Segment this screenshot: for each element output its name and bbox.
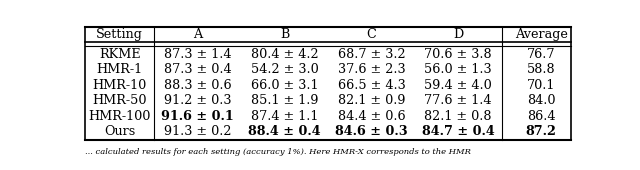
Text: ... calculated results for each setting (accuracy 1%). Here HMR-X corresponds to: ... calculated results for each setting … <box>85 148 471 156</box>
Text: 84.7 ± 0.4: 84.7 ± 0.4 <box>422 125 495 138</box>
Text: HMR-1: HMR-1 <box>97 63 143 76</box>
Text: 91.6 ± 0.1: 91.6 ± 0.1 <box>161 110 234 123</box>
Text: 82.1 ± 0.9: 82.1 ± 0.9 <box>338 94 405 107</box>
Text: 84.0: 84.0 <box>527 94 556 107</box>
Text: 59.4 ± 4.0: 59.4 ± 4.0 <box>424 79 492 92</box>
Text: 87.3 ± 0.4: 87.3 ± 0.4 <box>164 63 232 76</box>
Text: 84.4 ± 0.6: 84.4 ± 0.6 <box>337 110 405 123</box>
Text: 70.6 ± 3.8: 70.6 ± 3.8 <box>424 48 492 61</box>
Text: B: B <box>280 29 289 41</box>
Text: Ours: Ours <box>104 125 135 138</box>
Text: 58.8: 58.8 <box>527 63 556 76</box>
Text: 87.2: 87.2 <box>526 125 557 138</box>
Text: D: D <box>453 29 463 41</box>
Text: 37.6 ± 2.3: 37.6 ± 2.3 <box>337 63 405 76</box>
Text: RKME: RKME <box>99 48 141 61</box>
Text: 77.6 ± 1.4: 77.6 ± 1.4 <box>424 94 492 107</box>
Text: 54.2 ± 3.0: 54.2 ± 3.0 <box>251 63 319 76</box>
Text: 84.6 ± 0.3: 84.6 ± 0.3 <box>335 125 408 138</box>
Text: C: C <box>367 29 376 41</box>
Text: 82.1 ± 0.8: 82.1 ± 0.8 <box>424 110 492 123</box>
Text: 91.3 ± 0.2: 91.3 ± 0.2 <box>164 125 232 138</box>
Text: 66.0 ± 3.1: 66.0 ± 3.1 <box>251 79 318 92</box>
Text: 66.5 ± 4.3: 66.5 ± 4.3 <box>337 79 405 92</box>
Text: 91.2 ± 0.3: 91.2 ± 0.3 <box>164 94 232 107</box>
Text: 56.0 ± 1.3: 56.0 ± 1.3 <box>424 63 492 76</box>
Text: HMR-50: HMR-50 <box>92 94 147 107</box>
Text: A: A <box>193 29 202 41</box>
Text: HMR-100: HMR-100 <box>88 110 151 123</box>
Text: 87.4 ± 1.1: 87.4 ± 1.1 <box>251 110 318 123</box>
Text: Average: Average <box>515 29 568 41</box>
Text: 85.1 ± 1.9: 85.1 ± 1.9 <box>251 94 318 107</box>
Text: 88.4 ± 0.4: 88.4 ± 0.4 <box>248 125 321 138</box>
Text: 76.7: 76.7 <box>527 48 556 61</box>
Text: HMR-10: HMR-10 <box>93 79 147 92</box>
Text: 70.1: 70.1 <box>527 79 556 92</box>
Text: 87.3 ± 1.4: 87.3 ± 1.4 <box>164 48 232 61</box>
Text: Setting: Setting <box>96 29 143 41</box>
Text: 88.3 ± 0.6: 88.3 ± 0.6 <box>164 79 232 92</box>
Text: 68.7 ± 3.2: 68.7 ± 3.2 <box>337 48 405 61</box>
Text: 80.4 ± 4.2: 80.4 ± 4.2 <box>251 48 319 61</box>
Text: 86.4: 86.4 <box>527 110 556 123</box>
